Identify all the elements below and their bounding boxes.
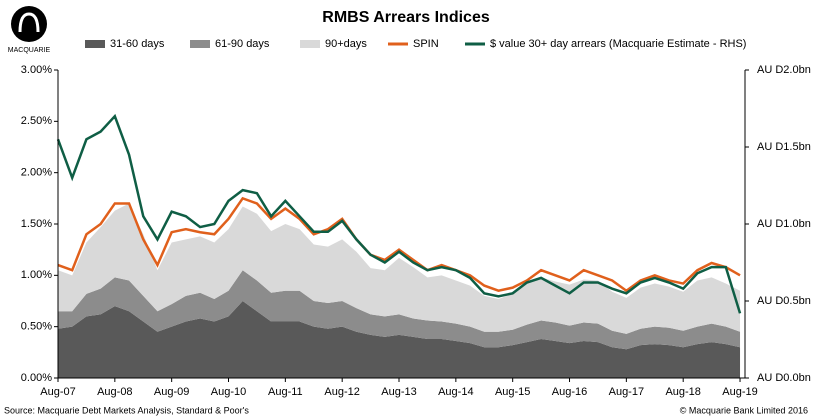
chart-title: RMBS Arrears Indices [322, 9, 490, 26]
x-tick-label: Aug-13 [381, 386, 416, 398]
legend-swatch [190, 40, 210, 48]
logo-arch [18, 12, 40, 33]
source: Source: Macquarie Debt Markets Analysis,… [4, 405, 249, 415]
legend-label: $ value 30+ day arrears (Macquarie Estim… [490, 38, 746, 50]
legend-label: SPIN [413, 38, 439, 50]
y-tick-label: 0.50% [21, 321, 52, 333]
x-tick-label: Aug-14 [438, 386, 473, 398]
area [58, 203, 741, 334]
x-tick-label: Aug-07 [40, 386, 75, 398]
legend-swatch [300, 40, 320, 48]
x-tick-label: Aug-08 [97, 386, 132, 398]
y-tick-label: 2.50% [21, 115, 52, 127]
legend-label: 31-60 days [110, 38, 165, 50]
y-tick-label: 1.00% [21, 269, 52, 281]
x-tick-label: Aug-09 [154, 386, 189, 398]
copyright: © Macquarie Bank Limited 2016 [680, 405, 808, 415]
x-tick-label: Aug-18 [665, 386, 700, 398]
y-tick-label: 3.00% [21, 64, 52, 76]
y-tick-label: 0.00% [21, 372, 52, 384]
x-tick-label: Aug-15 [495, 386, 530, 398]
legend-label: 90+days [325, 38, 367, 50]
y2-tick-label: AU D2.0bn [757, 64, 811, 76]
x-tick-label: Aug-19 [722, 386, 757, 398]
x-tick-label: Aug-11 [268, 386, 303, 398]
y2-tick-label: AU D1.0bn [757, 218, 811, 230]
x-tick-label: Aug-17 [609, 386, 644, 398]
line [57, 196, 741, 293]
area [58, 270, 741, 350]
x-tick-label: Aug-10 [211, 386, 246, 398]
x-tick-label: Aug-16 [552, 386, 587, 398]
legend-swatch [85, 40, 105, 48]
x-tick-label: Aug-12 [324, 386, 359, 398]
logo-mark [11, 6, 47, 42]
y2-tick-label: AU D0.5bn [757, 295, 811, 307]
logo-text: MACQUARIE [8, 47, 51, 54]
y-tick-label: 1.50% [21, 218, 52, 230]
y-tick-label: 2.00% [21, 167, 52, 179]
y2-tick-label: AU D1.5bn [757, 141, 811, 153]
line [56, 113, 742, 314]
legend-label: 61-90 days [215, 38, 270, 50]
area [58, 301, 741, 378]
y2-tick-label: AU D0.0bn [757, 372, 811, 384]
